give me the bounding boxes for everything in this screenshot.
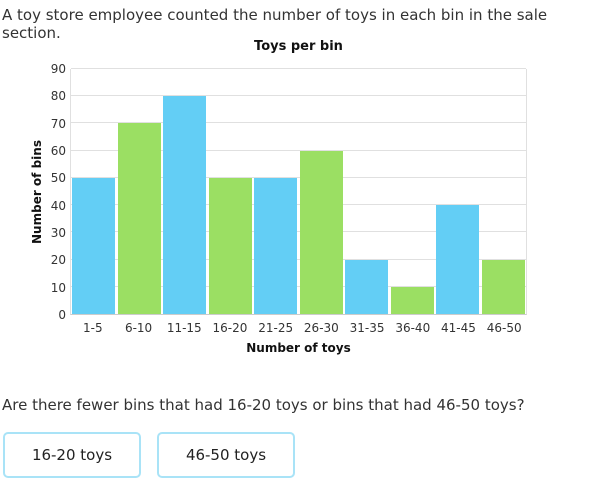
gridline-10 xyxy=(71,285,526,287)
bar-band-1-5 xyxy=(71,69,117,314)
bar-band-11-15 xyxy=(162,69,208,314)
y-tick-label-50: 50 xyxy=(50,171,66,186)
y-tick-label-80: 80 xyxy=(50,89,66,104)
x-tick-label-16-20: 16-20 xyxy=(212,321,248,335)
bar-41-45 xyxy=(436,205,480,314)
bars-row xyxy=(71,69,526,314)
y-tick-label-20: 20 xyxy=(50,253,66,268)
x-tick-label-46-50: 46-50 xyxy=(486,321,522,335)
bar-band-31-35 xyxy=(344,69,390,314)
answer-button-16-20-toys[interactable]: 16-20 toys xyxy=(3,432,141,478)
y-tick-label-30: 30 xyxy=(50,226,66,240)
answer-button-46-50-toys[interactable]: 46-50 toys xyxy=(157,432,295,478)
bar-band-6-10 xyxy=(117,69,163,314)
x-tick-label-36-40: 36-40 xyxy=(395,321,431,335)
gridline-40 xyxy=(71,204,526,206)
chart-title: Toys per bin xyxy=(254,39,343,54)
bar-band-26-30 xyxy=(299,69,345,314)
bar-26-30 xyxy=(299,150,343,314)
intro-text: A toy store employee counted the number … xyxy=(2,6,548,42)
bar-band-41-45 xyxy=(435,69,481,314)
plot-area xyxy=(70,68,527,315)
bar-6-10 xyxy=(117,123,161,314)
y-tick-label-40: 40 xyxy=(50,198,66,213)
x-axis-title: Number of toys xyxy=(246,341,351,355)
bar-band-16-20 xyxy=(208,69,254,314)
gridline-70 xyxy=(71,122,526,124)
y-tick-label-60: 60 xyxy=(50,144,66,158)
gridline-80 xyxy=(71,95,526,97)
gridline-50 xyxy=(71,176,526,178)
x-tick-label-1-5: 1-5 xyxy=(83,321,103,335)
bar-band-36-40 xyxy=(390,69,436,314)
x-tick-label-6-10: 6-10 xyxy=(124,321,153,335)
x-tick-label-11-15: 11-15 xyxy=(166,321,202,335)
bar-46-50 xyxy=(481,259,525,314)
gridline-90 xyxy=(71,68,526,69)
x-tick-label-21-25: 21-25 xyxy=(258,321,294,335)
x-labels-row: 1-5 6-10 11-15 16-20 21-25 26-30 31-35 36-40 41-… xyxy=(70,321,527,335)
bar-band-46-50 xyxy=(481,69,527,314)
y-axis-title: Number of bins xyxy=(30,140,44,244)
gridline-20 xyxy=(71,258,526,260)
y-tick-label-90: 90 xyxy=(50,62,66,76)
bar-31-35 xyxy=(345,259,389,314)
x-tick-label-41-45: 41-45 xyxy=(441,321,476,335)
bar-21-25 xyxy=(254,177,298,314)
y-tick-label-70: 70 xyxy=(50,116,66,131)
question-text: Are there fewer bins that had 16-20 toys… xyxy=(2,396,525,414)
bar-band-21-25 xyxy=(253,69,299,314)
gridline-60 xyxy=(71,149,526,151)
bar-36-40 xyxy=(390,286,434,314)
gridline-30 xyxy=(71,231,526,233)
answers-row: 16-20 toys 46-50 toys xyxy=(3,432,295,478)
bar-16-20 xyxy=(208,177,252,314)
bar-1-5 xyxy=(72,177,116,314)
x-tick-label-31-35: 31-35 xyxy=(349,321,385,335)
y-tick-label-0: 0 xyxy=(58,308,66,322)
y-tick-label-10: 10 xyxy=(50,280,66,295)
bar-11-15 xyxy=(163,96,207,314)
x-tick-label-26-30: 26-30 xyxy=(303,321,339,335)
